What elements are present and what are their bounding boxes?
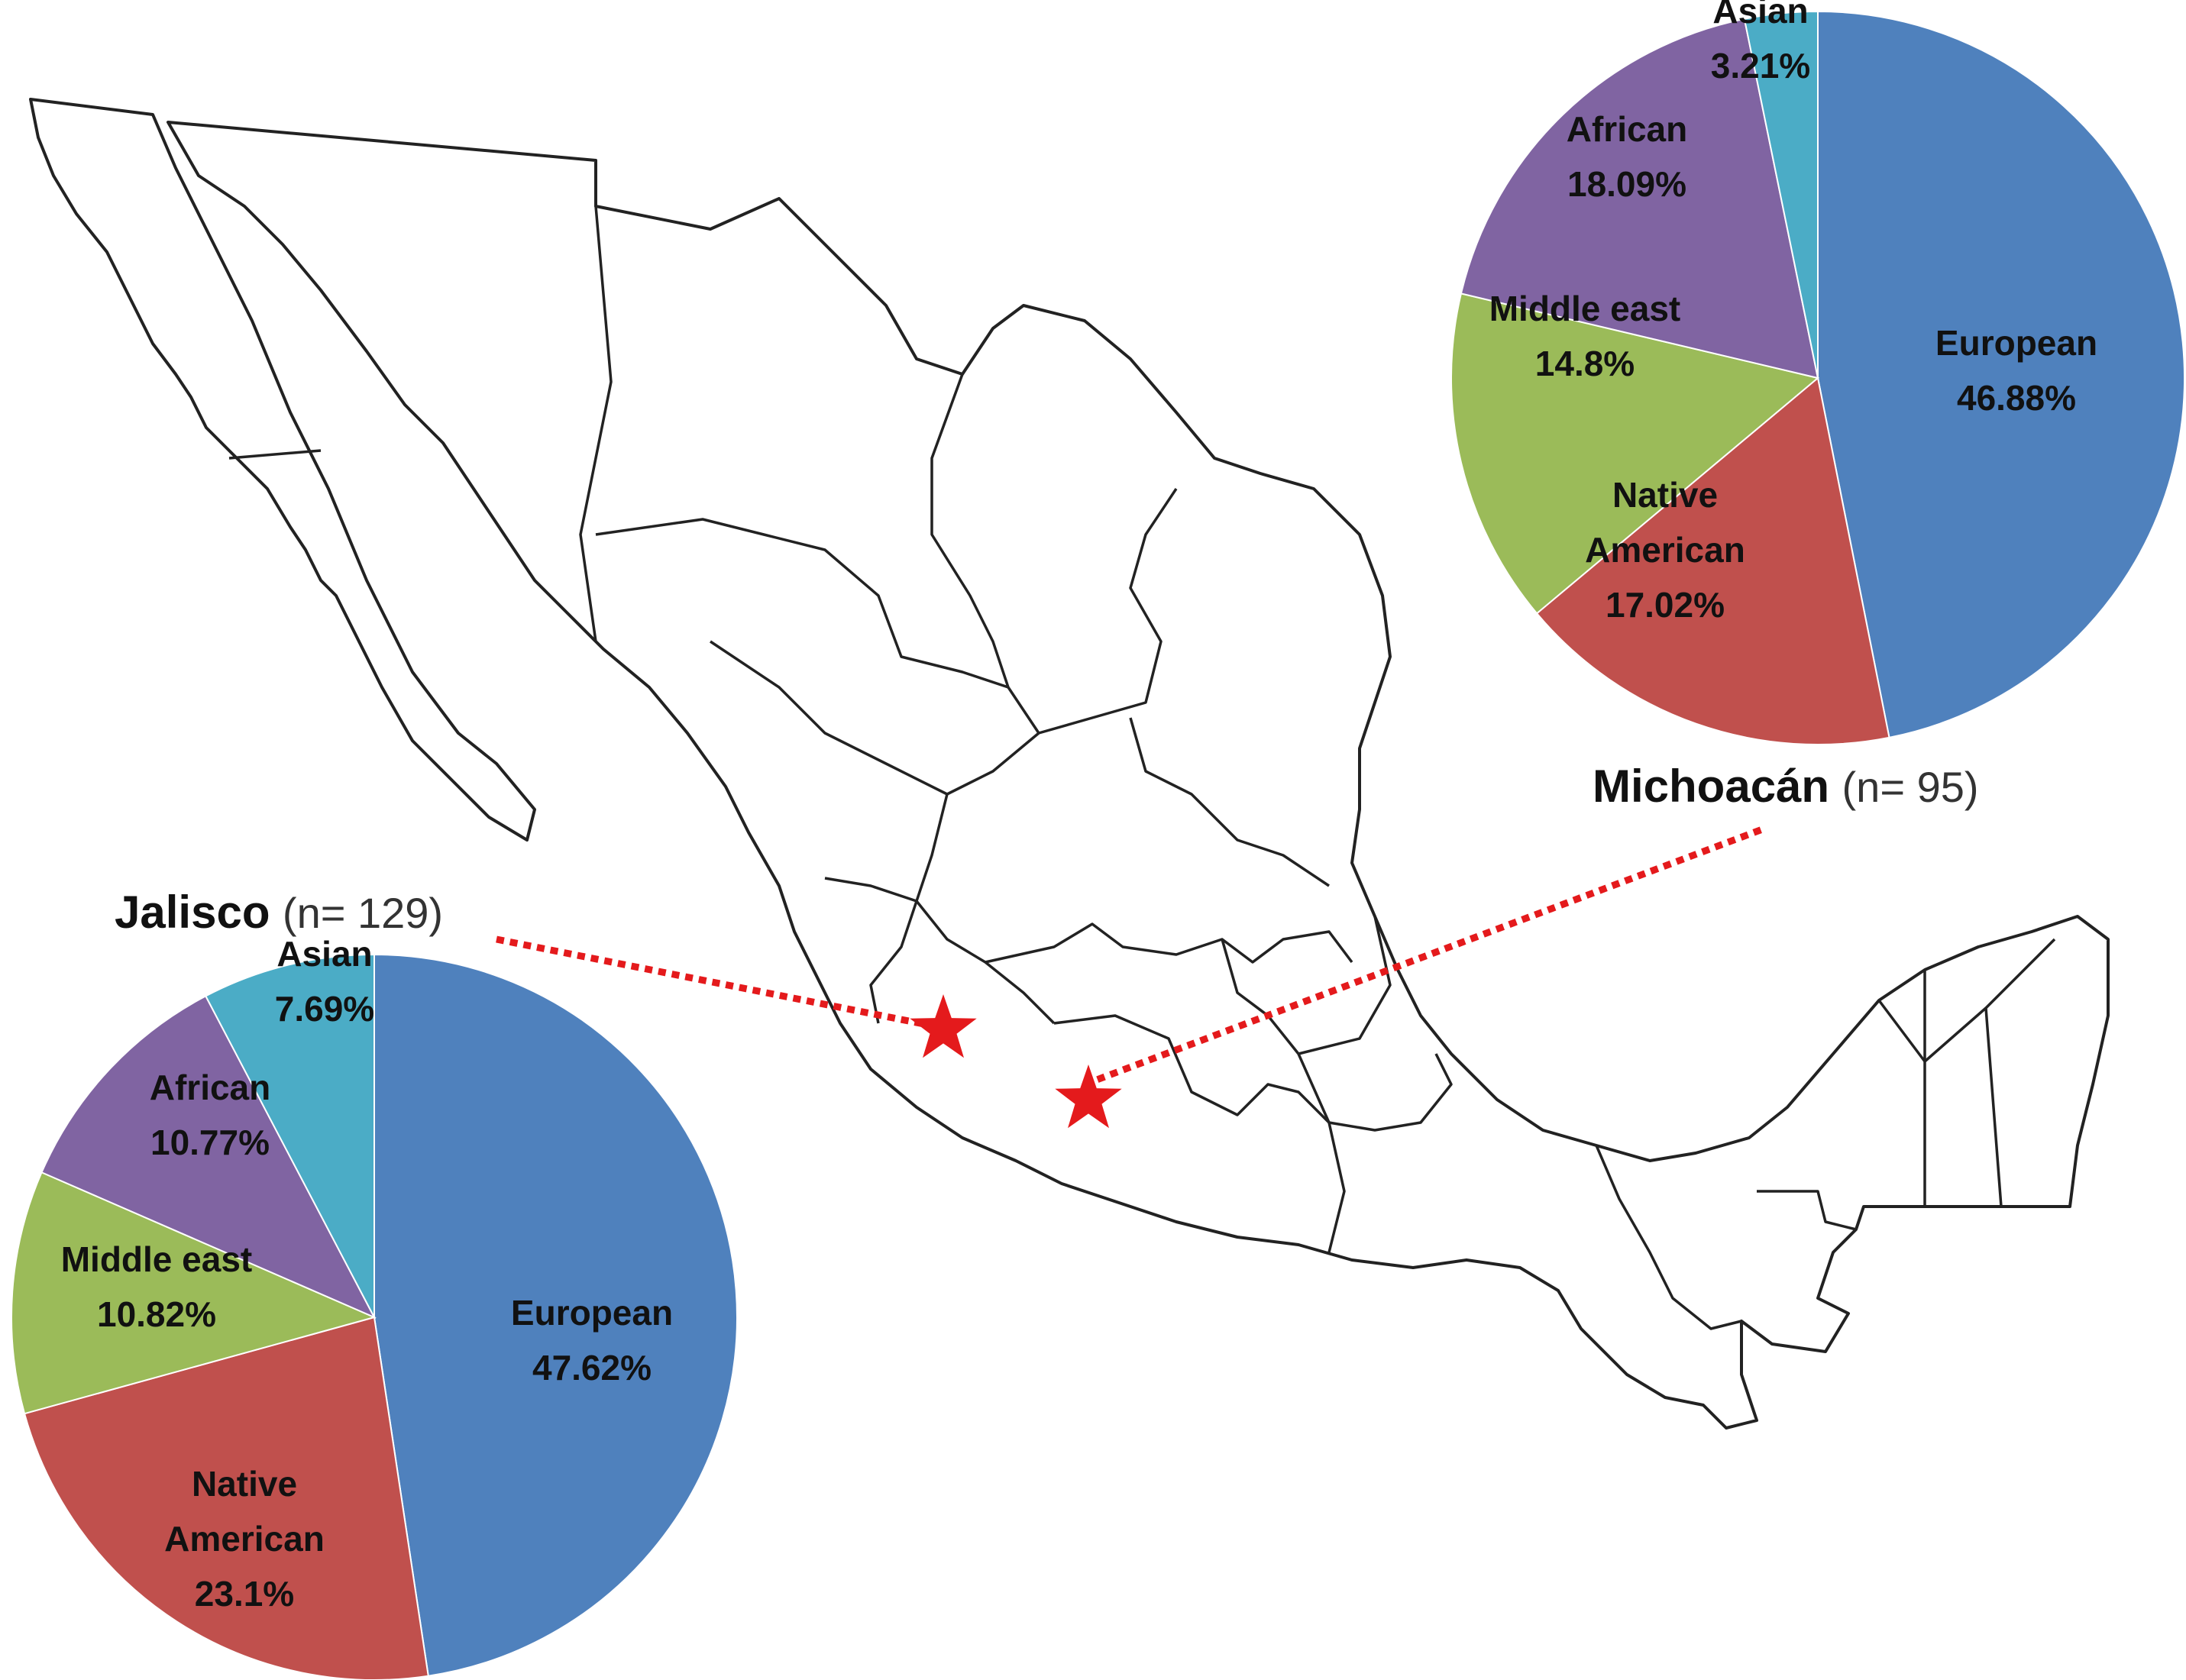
pie-label-name: European [511, 1293, 673, 1333]
pie-label-percent: 10.82% [97, 1294, 216, 1334]
pie-label-african: African 10.77% [150, 1068, 270, 1162]
state-border [595, 518, 1009, 689]
state-border [710, 488, 1178, 796]
state-border [1298, 916, 1392, 1055]
pie-label-middle-east: Middle east 14.8% [1489, 289, 1681, 383]
pie-slice-asian [204, 953, 375, 1318]
pie-slice-african [1460, 18, 1819, 380]
pie-label-name: European [1935, 323, 2097, 363]
pie-label-name: African [150, 1068, 270, 1107]
michoacan-star-icon [1055, 1065, 1122, 1129]
jalisco-star-icon [910, 994, 977, 1058]
state-border [985, 922, 1353, 964]
pie-label-percent: 46.88% [1957, 378, 2076, 418]
state-border [1327, 1122, 1346, 1253]
pie-slice-asian [1743, 10, 1819, 379]
pie-label-percent: 18.09% [1567, 164, 1686, 204]
pie-label-percent: 7.69% [275, 989, 374, 1029]
pie-label-european: European 47.62% [511, 1293, 673, 1388]
pie-slice-middle-east [1450, 292, 1820, 615]
pie-label-percent: 47.62% [532, 1348, 652, 1388]
pie-label-european: European 46.88% [1935, 323, 2097, 418]
jalisco-state-name: Jalisco [115, 887, 270, 938]
pie-label-native-american: Native American 17.02% [1585, 475, 1745, 625]
pie-label-name: American [164, 1519, 325, 1559]
star-shape [1055, 1065, 1122, 1129]
baja-california-outline [29, 98, 536, 842]
pie-label-asian: Asian 7.69% [275, 934, 374, 1029]
jalisco-pie-chart: European 47.62% Native American 23.1% Middle … [11, 934, 738, 1680]
state-border [1129, 717, 1330, 887]
pie-label-percent: 3.21% [1711, 46, 1810, 86]
pie-slice-middle-east [11, 1171, 377, 1415]
pie-label-native-american: Native American 23.1% [164, 1464, 325, 1614]
state-border [1757, 1190, 1857, 1231]
michoacan-label: Michoacán (n= 95) [1593, 761, 1979, 812]
pie-label-asian: Asian 3.21% [1711, 0, 1810, 86]
state-border [930, 373, 1040, 734]
pie-slice-european [1817, 10, 2185, 738]
state-border [824, 877, 918, 1024]
michoacan-state-name: Michoacán [1593, 761, 1829, 812]
baja-state-border [228, 449, 322, 460]
pie-slice-african [40, 995, 377, 1320]
pie-label-name: Native [1612, 475, 1718, 515]
pie-label-name: African [1567, 109, 1687, 149]
michoacan-pie-chart: European 46.88% Native American 17.02% Middle… [1450, 0, 2185, 745]
pie-label-percent: 17.02% [1606, 585, 1725, 625]
star-shape [910, 994, 977, 1058]
state-border [1984, 1007, 2003, 1207]
pie-label-name: Asian [276, 934, 372, 974]
pie-label-name: Asian [1712, 0, 1808, 31]
state-border [1877, 938, 2056, 1063]
pie-label-name: Middle east [1489, 289, 1681, 328]
jalisco-leader-line [496, 935, 940, 1031]
pie-label-name: Native [192, 1464, 297, 1504]
state-border [1595, 1145, 1742, 1330]
pie-slice-european [373, 953, 738, 1677]
state-border [915, 793, 1056, 1025]
pie-label-middle-east: Middle east 10.82% [61, 1239, 253, 1334]
michoacan-sample-size: (n= 95) [1842, 763, 1979, 811]
pie-label-name: Middle east [61, 1239, 253, 1279]
michoacan-leader-line [1083, 825, 1766, 1088]
jalisco-sample-size: (n= 129) [283, 889, 443, 937]
jalisco-label: Jalisco (n= 129) [115, 887, 443, 938]
pie-label-name: American [1585, 530, 1745, 570]
pie-label-african: African 18.09% [1567, 109, 1687, 204]
pie-label-percent: 10.77% [150, 1123, 270, 1162]
mainland-outline [167, 121, 2110, 1430]
state-border [579, 205, 613, 642]
pie-label-percent: 23.1% [195, 1574, 294, 1614]
pie-label-percent: 14.8% [1535, 344, 1635, 383]
pie-slice-native-american [1535, 376, 1890, 745]
state-border [1053, 1014, 1453, 1132]
